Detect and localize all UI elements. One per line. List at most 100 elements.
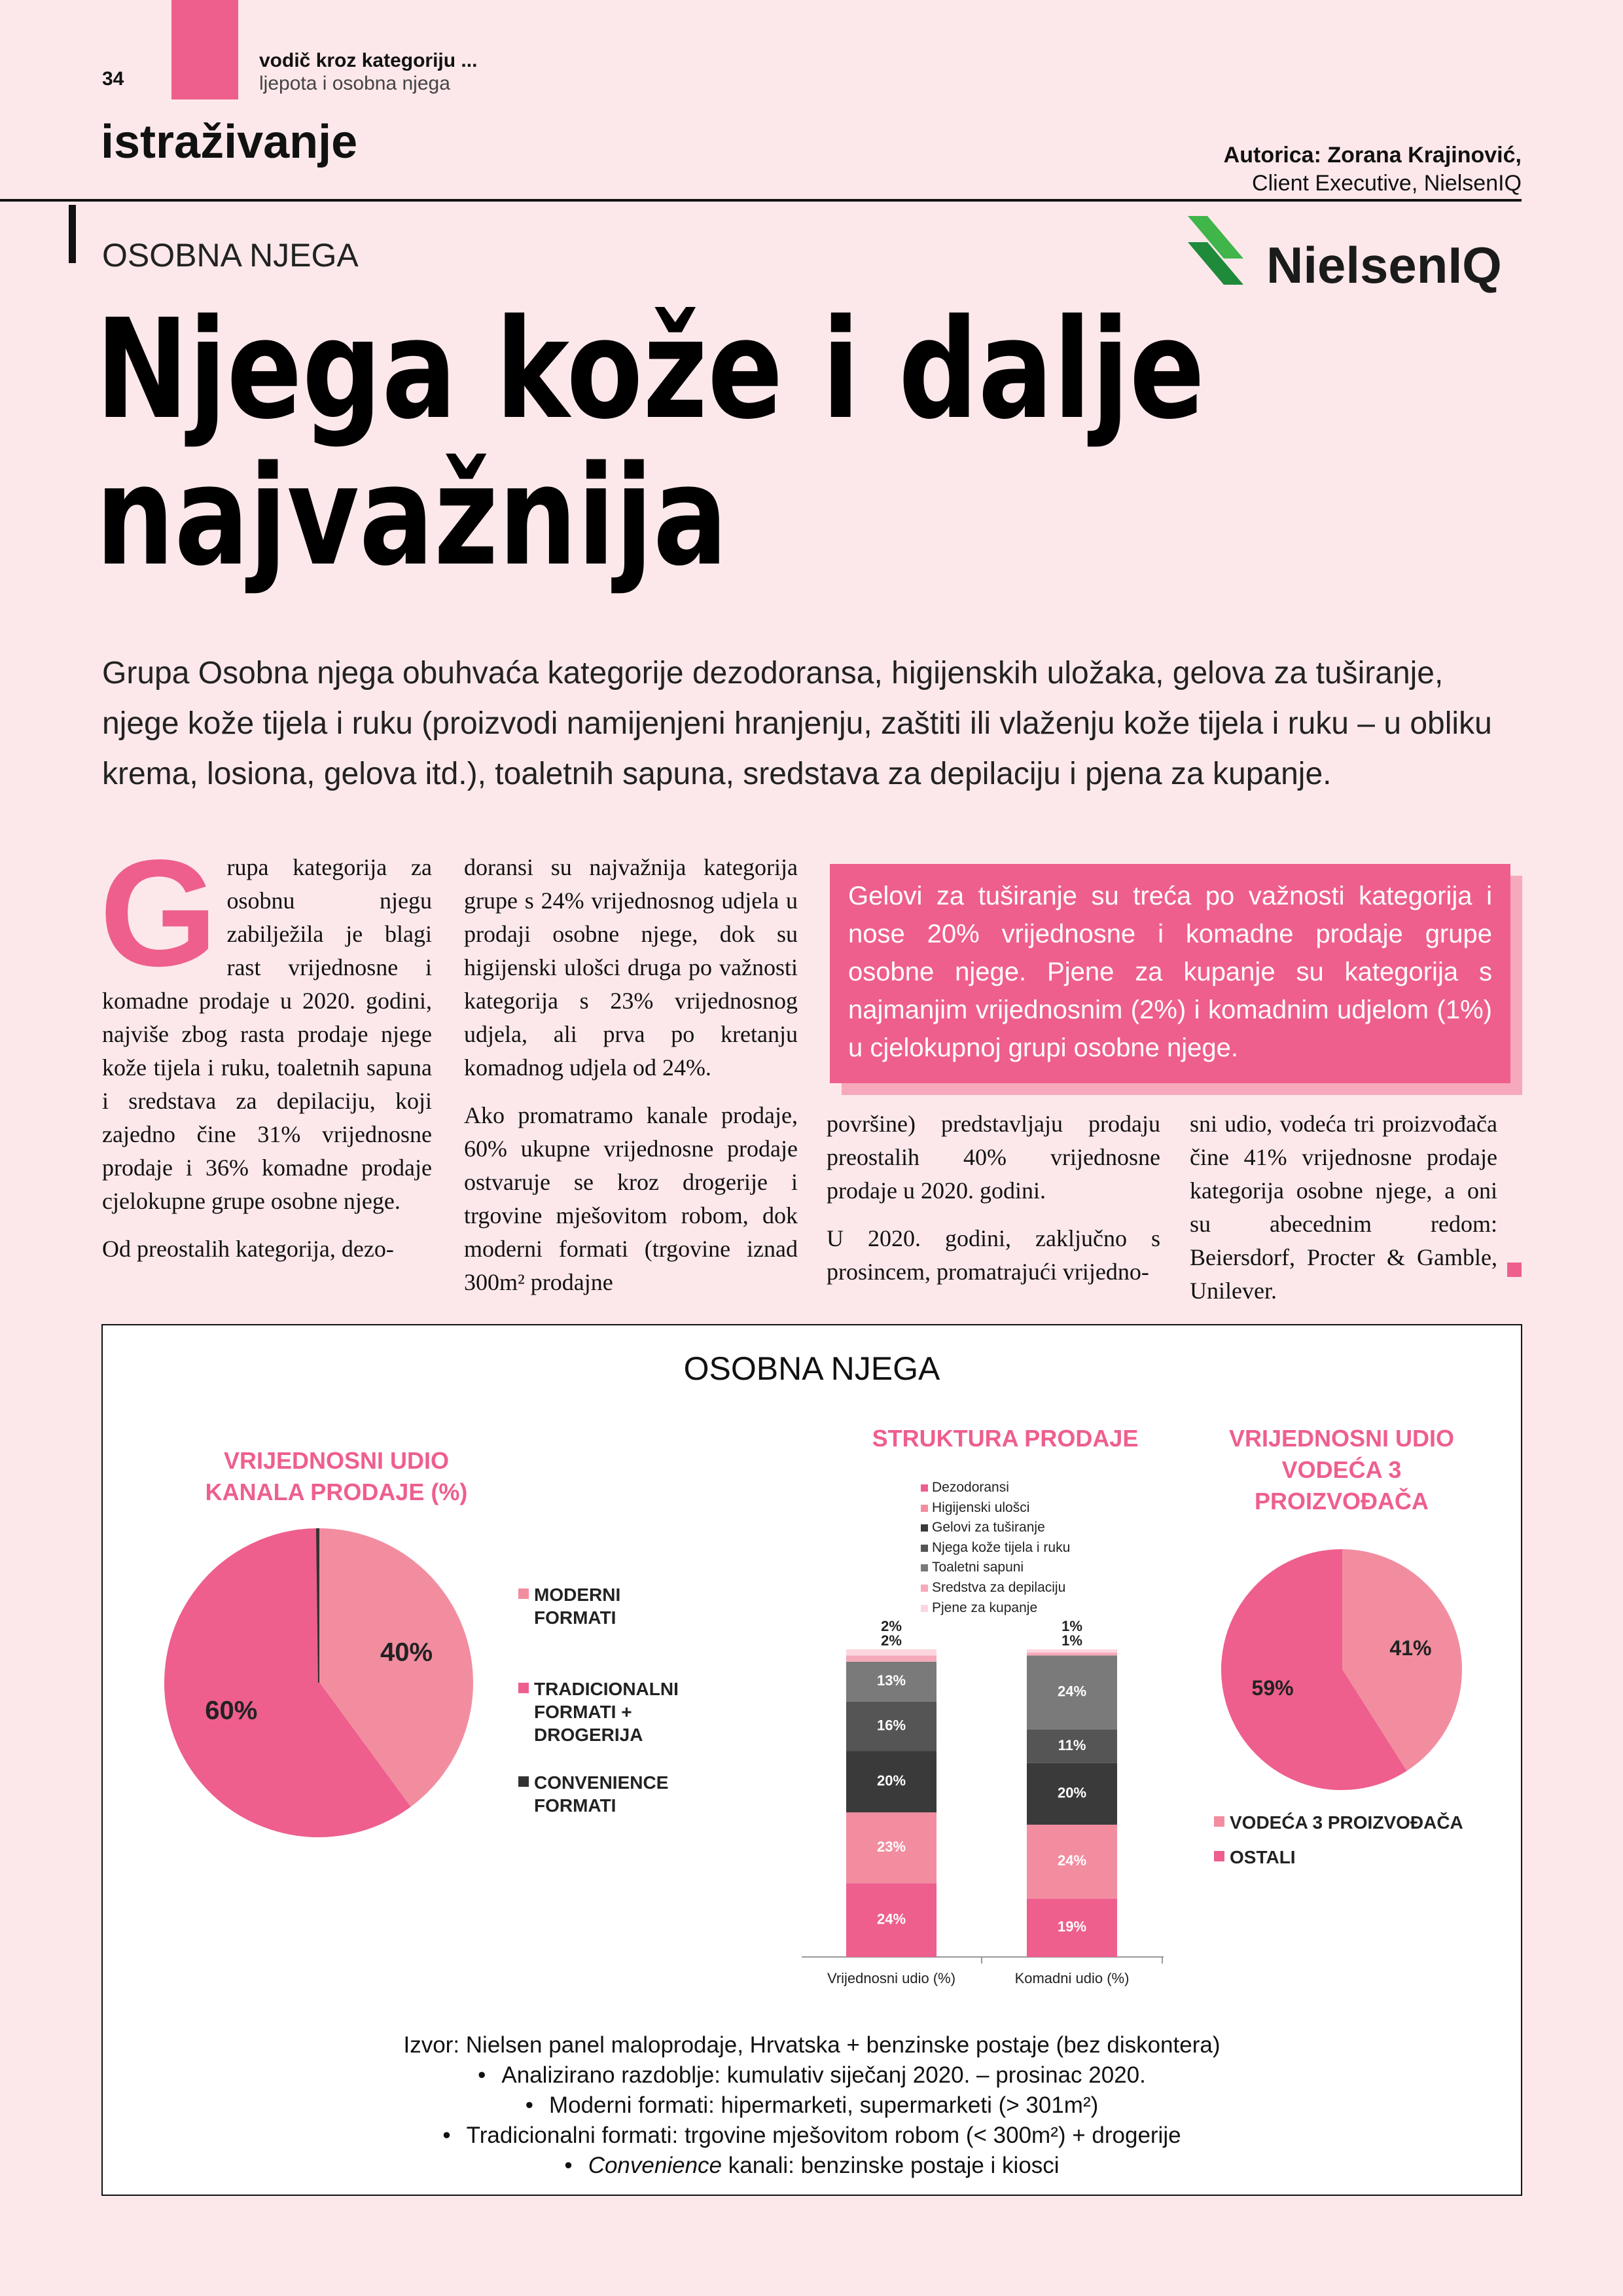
legend-swatch [921,1484,928,1492]
body-column: površine) predstavljaju prodaju preostal… [827,1107,1160,1303]
legend-label: Toaletni sapuni [932,1560,1024,1575]
legend-swatch [921,1585,928,1592]
legend-swatch [1214,1851,1224,1861]
legend-entry: TRADICIONALNI FORMATI + DROGERIJA [518,1677,704,1746]
segment-label: 11% [1058,1737,1086,1753]
legend-label: Higijenski ulošci [932,1499,1030,1515]
headline: najvažnija [96,436,728,596]
source-note: • Tradicionalni formati: trgovine mješovi… [102,2121,1522,2151]
legend-swatch [518,1776,529,1787]
paragraph: doransi su najvažnija kategorija grupe s… [464,854,798,1081]
legend-label: Sredstva za depilaciju [932,1580,1066,1595]
legend-label: CONVENIENCE FORMATI [534,1772,669,1816]
rubric: istraživanje [101,116,358,168]
legend-entry: Pjene za kupanje [921,1598,1037,1618]
figure-title: OSOBNA NJEGA [683,1350,940,1387]
legend-entry: Njega kože tijela i ruku [921,1538,1071,1558]
logo-mark [1188,242,1243,285]
source-note: • Convenience kanali: benzinske postaje i… [102,2151,1522,2181]
legend-swatch [1214,1816,1224,1827]
pie-slice [1221,1549,1407,1790]
legend-entry: OSTALI [1214,1846,1544,1869]
logo-mark [1188,216,1243,259]
source-text: kanali: benzinske postaje i kiosci [728,2153,1060,2178]
legend-swatch [921,1604,928,1612]
bar-segment [1027,1824,1117,1899]
bar-segment [846,1751,936,1813]
x-tick-label: Vrijednosni udio (%) [827,1970,955,1986]
paragraph: U 2020. godini, zaključno s prosincem, p… [827,1225,1160,1285]
bar-segment [846,1701,936,1751]
legend-entry: Sredstva za depilaciju [921,1578,1066,1598]
logo-text: NielsenIQ [1266,236,1502,294]
pie-slice [1341,1549,1462,1772]
chart-title: STRUKTURA PRODAJE [872,1425,1139,1452]
legend-swatch [518,1683,529,1693]
segment-label: 24% [1058,1683,1086,1700]
body-column: sni udio, vodeća tri proizvođača čine 41… [1190,1107,1497,1322]
bar-segment [846,1661,936,1702]
kicker: OSOBNA NJEGA [102,237,359,274]
kicker-bar [69,205,76,263]
legend-entry: VODEĆA 3 PROIZVOĐAČA [1214,1811,1544,1834]
segment-label: 24% [1058,1852,1086,1869]
legend-entry: CONVENIENCE FORMATI [518,1771,704,1817]
drop-cap: G [99,829,218,998]
x-tick-label: Komadni udio (%) [1015,1970,1130,1986]
legend-label: OSTALI [1230,1847,1296,1867]
paragraph: Od preostalih kategorija, dezo- [102,1236,394,1262]
segment-label: 20% [1058,1785,1086,1801]
legend-swatch [921,1564,928,1572]
bullet: • [442,2123,451,2148]
legend-entry: MODERNI FORMATI [518,1583,704,1629]
slice-label: 41% [1389,1636,1431,1660]
bullet: • [478,2062,486,2088]
bar-segment [1027,1655,1117,1730]
page-number: 34 [102,68,124,90]
slice-label: 60% [205,1696,257,1725]
segment-label: 24% [877,1910,906,1927]
section-name: vodič kroz kategoriju ... [259,50,478,71]
callout-text: Gelovi za tuširanje su treća po važnosti… [848,882,1492,1062]
source-title: Izvor: Nielsen panel maloprodaje, Hrvats… [403,2032,1221,2058]
bar-segment [1027,1729,1117,1763]
bar-segment [846,1655,936,1662]
bar-segment [1027,1652,1117,1656]
slice-label: 59% [1252,1676,1294,1700]
source-note: • Analizirano razdoblje: kumulativ siječa… [102,2060,1522,2090]
segment-label: 13% [877,1672,906,1689]
pie-slice [316,1528,319,1683]
bullet: • [564,2153,573,2178]
author-role: Client Executive, NielsenIQ [1252,171,1522,196]
segment-label: 20% [877,1772,906,1789]
headline: Njega kože i dalje [96,289,1205,450]
legend-entry: Toaletni sapuni [921,1558,1024,1577]
source-text: Moderni formati: hipermarketi, supermark… [548,2092,1099,2118]
charts: 40% 60% 24% 23% 20% 16% 13% 2%2% Vrijednosni udi… [164,1528,1462,1986]
bar-segment [846,1812,936,1884]
bar-segment [846,1649,936,1656]
author: Autorica: Zorana Krajinović, [1223,143,1522,168]
legend-swatch [921,1504,928,1512]
bar-segment [1027,1763,1117,1825]
legend-label: Njega kože tijela i ruku [932,1539,1071,1555]
source-text: Analizirano razdoblje: kumulativ siječan… [501,2062,1146,2088]
segment-label: 2% [881,1632,902,1649]
legend-entry: Gelovi za tuširanje [921,1518,1045,1537]
legend-swatch [921,1544,928,1552]
segment-label: 1% [1061,1632,1082,1649]
segment-label: 19% [1058,1918,1086,1935]
segment-label: 1% [1061,1618,1082,1634]
legend-swatch [921,1524,928,1532]
legend-entry: Dezodoransi [921,1478,1009,1498]
slice-label: 40% [380,1638,433,1667]
legend-label: Dezodoransi [932,1480,1009,1495]
paragraph: Ako promatramo kanale prodaje, 60% ukupn… [464,1102,798,1295]
legend-label: VODEĆA 3 PROIZVOĐAČA [1230,1812,1463,1833]
segment-label: 23% [877,1839,906,1855]
pie-slice [164,1528,411,1837]
